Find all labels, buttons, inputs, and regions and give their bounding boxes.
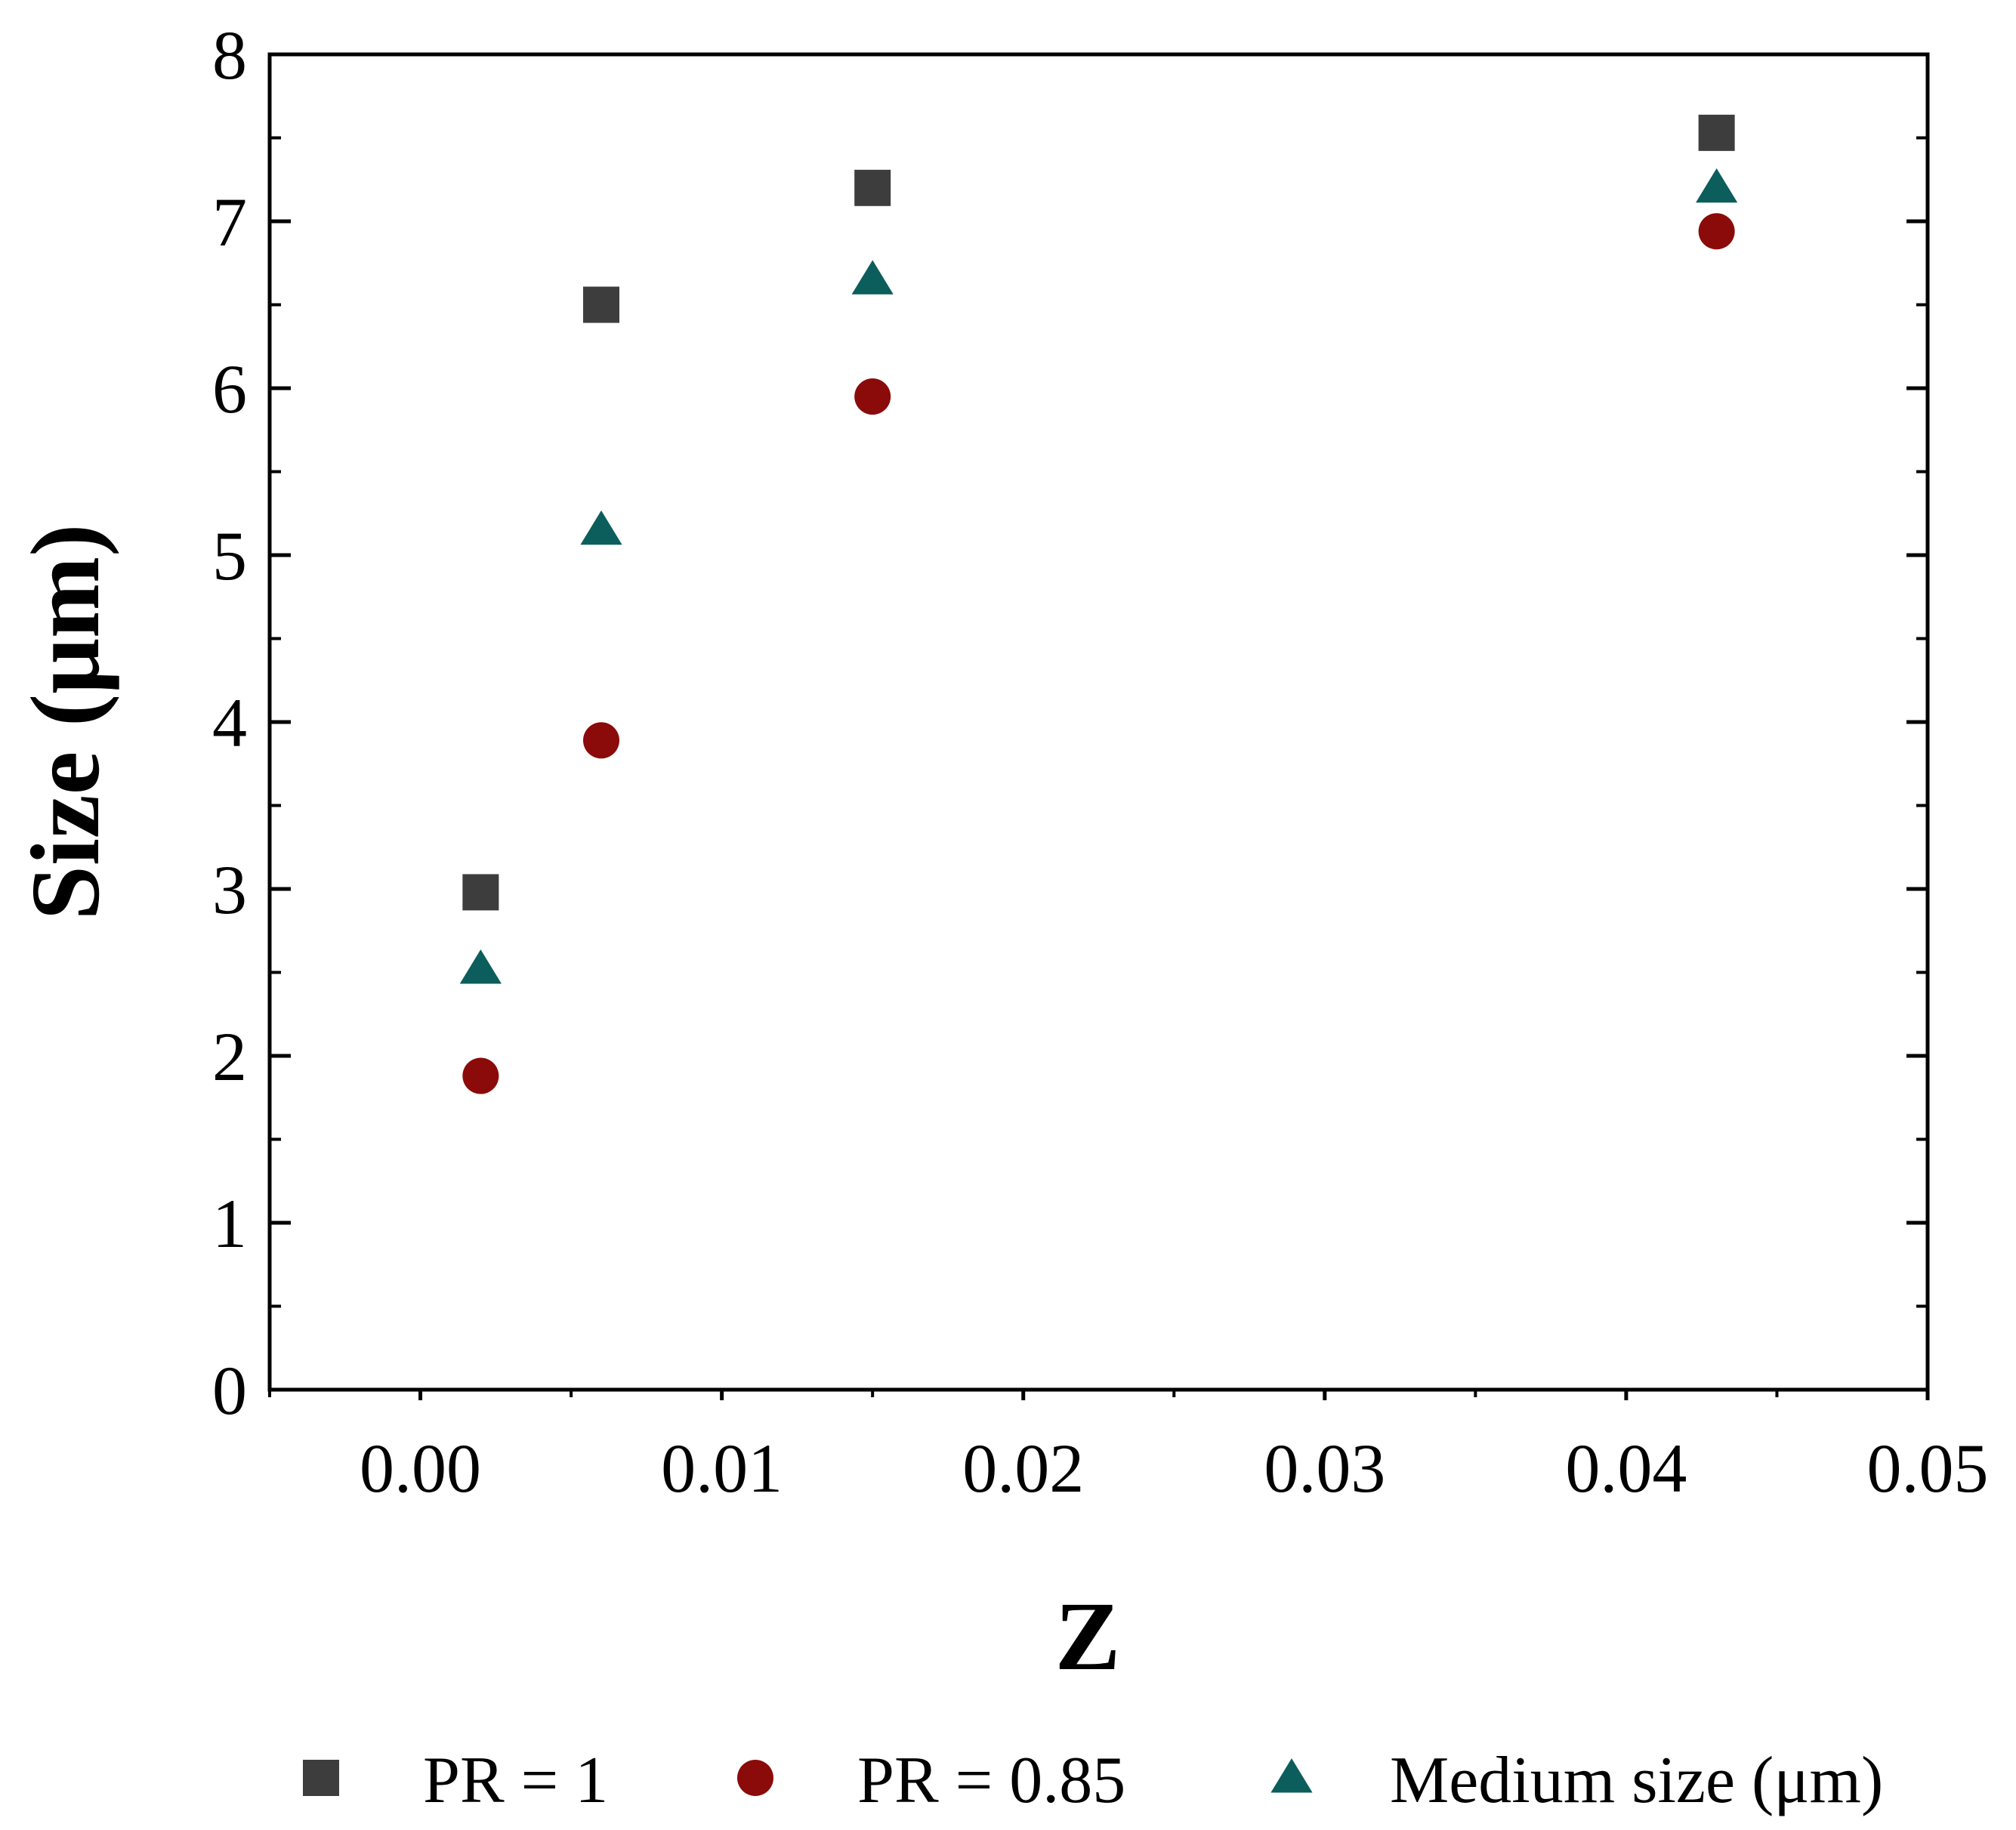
- data-point-square: [1698, 114, 1735, 151]
- data-point-triangle: [1696, 168, 1738, 203]
- data-point-triangle: [459, 949, 502, 984]
- y-tick-label: 0: [212, 1352, 247, 1429]
- data-point-triangle: [580, 510, 622, 545]
- data-point-circle: [583, 722, 619, 759]
- x-tick-label: 0.02: [962, 1430, 1084, 1507]
- legend-marker-circle: [737, 1760, 773, 1796]
- legend-label: PR = 1: [423, 1744, 608, 1817]
- y-tick-label: 8: [212, 17, 247, 94]
- y-axis-title: Size (μm): [11, 524, 120, 921]
- y-tick-label: 4: [212, 684, 247, 761]
- data-point-square: [462, 874, 499, 911]
- x-tick-label: 0.00: [360, 1430, 481, 1507]
- y-tick-label: 7: [212, 184, 247, 261]
- y-tick-label: 5: [212, 517, 247, 594]
- x-tick-label: 0.03: [1264, 1430, 1385, 1507]
- legend-marker-square: [303, 1760, 339, 1796]
- legend-marker-triangle: [1270, 1758, 1313, 1793]
- data-point-triangle: [851, 260, 894, 295]
- data-point-circle: [1698, 213, 1735, 250]
- legend: PR = 1 PR = 0.85 Medium size (μm): [303, 1744, 1883, 1817]
- data-point-circle: [462, 1057, 499, 1094]
- x-tick-label: 0.04: [1565, 1430, 1687, 1507]
- y-tick-label: 2: [212, 1018, 247, 1095]
- y-tick-label: 6: [212, 350, 247, 427]
- legend-label: PR = 0.85: [857, 1744, 1125, 1817]
- legend-label: Medium size (μm): [1390, 1744, 1883, 1817]
- marks-layer: [459, 114, 1738, 1094]
- axes-layer: 0 1 2 3 4 5 6 7 8 0.00 0.01 0.02 0.03 0.04 0.05: [212, 17, 1989, 1507]
- plot-area-frame: [267, 52, 1930, 1392]
- data-point-circle: [854, 378, 891, 415]
- x-axis-title: Z: [1055, 1582, 1121, 1691]
- data-point-square: [583, 286, 619, 323]
- data-point-square: [854, 169, 891, 206]
- x-tick-label: 0.05: [1867, 1430, 1989, 1507]
- y-tick-label: 1: [212, 1185, 247, 1262]
- y-tick-label: 3: [212, 851, 247, 928]
- x-tick-label: 0.01: [661, 1430, 783, 1507]
